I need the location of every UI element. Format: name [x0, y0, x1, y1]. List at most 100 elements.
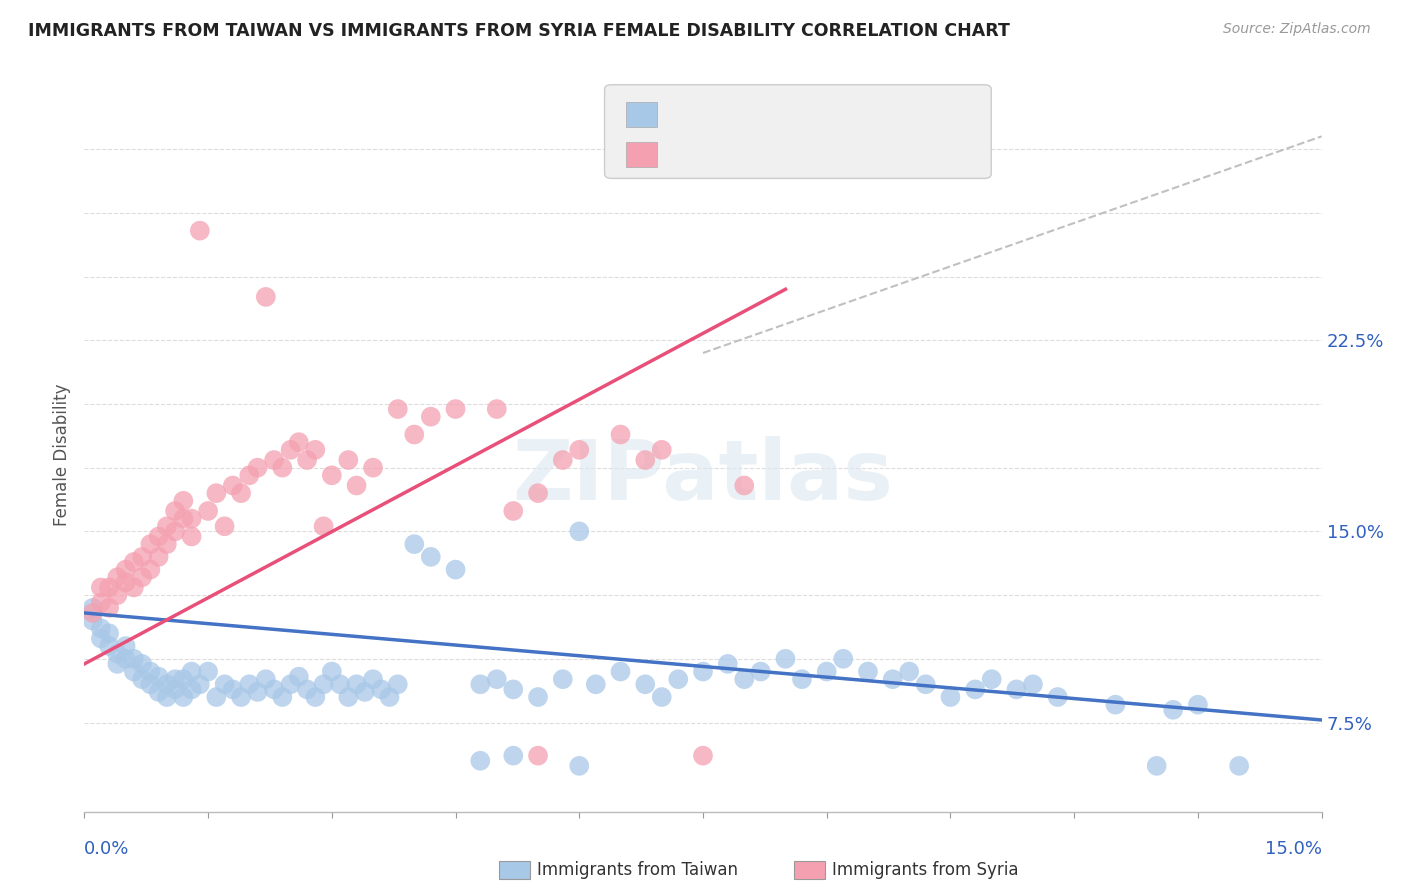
Point: [280, 442, 302, 457]
Point: [148, 685, 170, 699]
Point: [527, 690, 550, 704]
Point: [378, 690, 401, 704]
Point: [502, 682, 524, 697]
Point: [419, 409, 441, 424]
Point: [485, 672, 508, 686]
Point: [295, 682, 318, 697]
Point: [122, 555, 145, 569]
Text: 15.0%: 15.0%: [1264, 840, 1322, 858]
Point: [156, 519, 179, 533]
Point: [131, 672, 153, 686]
Point: [387, 677, 409, 691]
Point: [280, 677, 302, 691]
Point: [914, 677, 936, 691]
Point: [238, 677, 260, 691]
Point: [1227, 759, 1250, 773]
Point: [775, 652, 797, 666]
Point: [188, 677, 211, 691]
Point: [346, 478, 368, 492]
Point: [717, 657, 740, 671]
Point: [1046, 690, 1069, 704]
Text: IMMIGRANTS FROM TAIWAN VS IMMIGRANTS FROM SYRIA FEMALE DISABILITY CORRELATION CH: IMMIGRANTS FROM TAIWAN VS IMMIGRANTS FRO…: [28, 22, 1010, 40]
Point: [114, 575, 136, 590]
Point: [1005, 682, 1028, 697]
Point: [568, 759, 591, 773]
Point: [370, 682, 392, 697]
Point: [271, 460, 294, 475]
Point: [609, 665, 631, 679]
Point: [148, 529, 170, 543]
Text: Immigrants from Syria: Immigrants from Syria: [832, 861, 1019, 879]
Point: [148, 549, 170, 564]
Point: [205, 486, 228, 500]
Point: [1146, 759, 1168, 773]
Point: [856, 665, 879, 679]
Point: [527, 486, 550, 500]
Point: [502, 748, 524, 763]
Point: [304, 442, 326, 457]
Point: [156, 537, 179, 551]
Point: [172, 672, 194, 686]
Point: [1104, 698, 1126, 712]
Point: [238, 468, 260, 483]
Point: [156, 690, 179, 704]
Point: [139, 537, 162, 551]
Point: [346, 677, 368, 691]
Point: [180, 511, 202, 525]
Point: [131, 657, 153, 671]
Point: [165, 504, 187, 518]
Point: [882, 672, 904, 686]
Point: [502, 504, 524, 518]
Point: [165, 672, 187, 686]
Point: [288, 670, 311, 684]
Point: [188, 224, 211, 238]
Text: R = -0.231   N = 90: R = -0.231 N = 90: [668, 105, 845, 123]
Point: [321, 665, 343, 679]
Point: [1022, 677, 1045, 691]
Point: [585, 677, 607, 691]
Point: [651, 442, 673, 457]
Point: [965, 682, 987, 697]
Y-axis label: Female Disability: Female Disability: [53, 384, 72, 526]
Point: [180, 529, 202, 543]
Point: [568, 524, 591, 539]
Point: [82, 600, 104, 615]
Point: [568, 442, 591, 457]
Point: [692, 748, 714, 763]
Point: [156, 677, 179, 691]
Point: [122, 581, 145, 595]
Point: [105, 647, 128, 661]
Point: [172, 493, 194, 508]
Point: [139, 665, 162, 679]
Point: [98, 581, 121, 595]
Point: [312, 677, 335, 691]
Text: ZIPatlas: ZIPatlas: [513, 436, 893, 516]
Text: Immigrants from Taiwan: Immigrants from Taiwan: [537, 861, 738, 879]
Point: [254, 672, 277, 686]
Point: [114, 652, 136, 666]
Point: [304, 690, 326, 704]
Point: [353, 685, 375, 699]
Point: [609, 427, 631, 442]
Point: [666, 672, 689, 686]
Point: [470, 754, 492, 768]
Point: [404, 537, 426, 551]
Point: [98, 626, 121, 640]
Point: [444, 563, 467, 577]
Point: [692, 665, 714, 679]
Point: [337, 453, 360, 467]
Point: [485, 402, 508, 417]
Point: [361, 460, 384, 475]
Point: [165, 682, 187, 697]
Point: [288, 435, 311, 450]
Point: [898, 665, 921, 679]
Point: [90, 596, 112, 610]
Point: [114, 563, 136, 577]
Point: [419, 549, 441, 564]
Point: [634, 453, 657, 467]
Point: [1187, 698, 1209, 712]
Point: [180, 682, 202, 697]
Point: [122, 652, 145, 666]
Text: 0.0%: 0.0%: [84, 840, 129, 858]
Point: [131, 549, 153, 564]
